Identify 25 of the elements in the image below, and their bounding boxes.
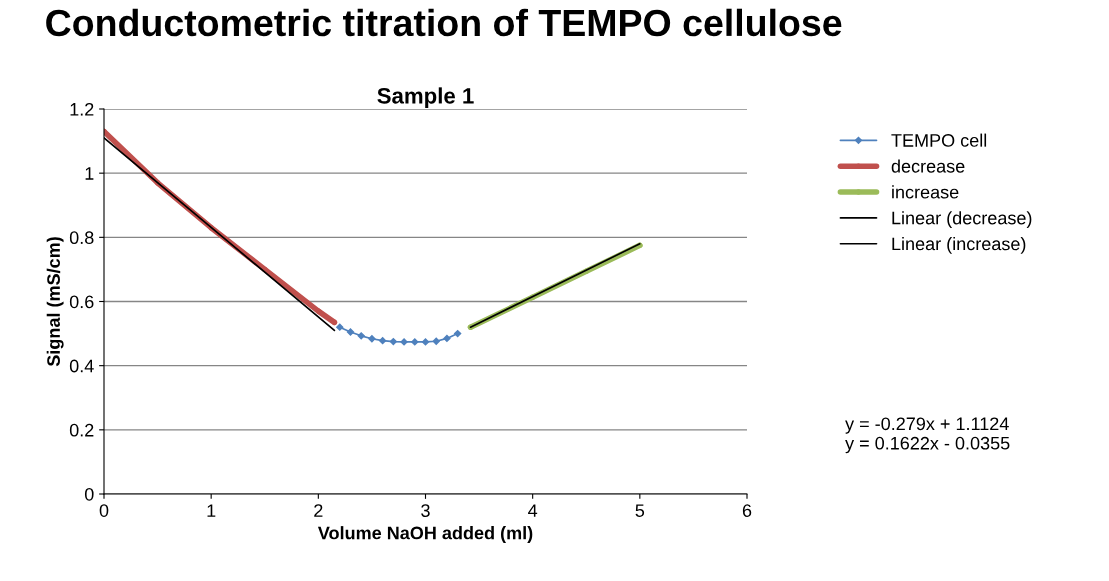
legend-label: increase — [892, 185, 959, 199]
y-tick-label: 1 — [85, 167, 94, 180]
x-tick-label: 0 — [99, 504, 109, 517]
x-axis-title: Volume NaOH added (ml) — [317, 526, 533, 543]
legend-label: Linear (decrease) — [892, 211, 1032, 228]
y-tick-label: 0.2 — [69, 423, 94, 437]
legend-label: decrease — [891, 159, 965, 173]
x-tick-label: 1 — [207, 504, 216, 517]
y-axis-title: Signal (mS/cm) — [46, 237, 64, 367]
x-tick-label: 5 — [635, 504, 645, 517]
x-tick-label: 4 — [528, 504, 538, 517]
legend-label: TEMPO cell — [891, 133, 987, 147]
chart-title: Conductometric titration of TEMPO cellulose — [46, 8, 842, 37]
legend-label: Linear (increase) — [892, 237, 1026, 254]
y-tick-label: 0.4 — [69, 359, 94, 373]
chart-subtitle: Sample 1 — [377, 87, 474, 109]
y-tick-label: 1.2 — [70, 102, 94, 116]
x-tick-label: 3 — [421, 504, 430, 517]
x-tick-label: 6 — [742, 504, 752, 517]
y-tick-label: 0 — [84, 487, 94, 501]
text: y = -0.279x + 1.1124 — [845, 417, 1009, 434]
text: y = 0.1622x - 0.0355 — [845, 436, 1010, 454]
y-tick-label: 0.6 — [69, 295, 94, 309]
y-tick-label: 0.8 — [69, 231, 94, 245]
x-tick-label: 2 — [314, 504, 323, 517]
